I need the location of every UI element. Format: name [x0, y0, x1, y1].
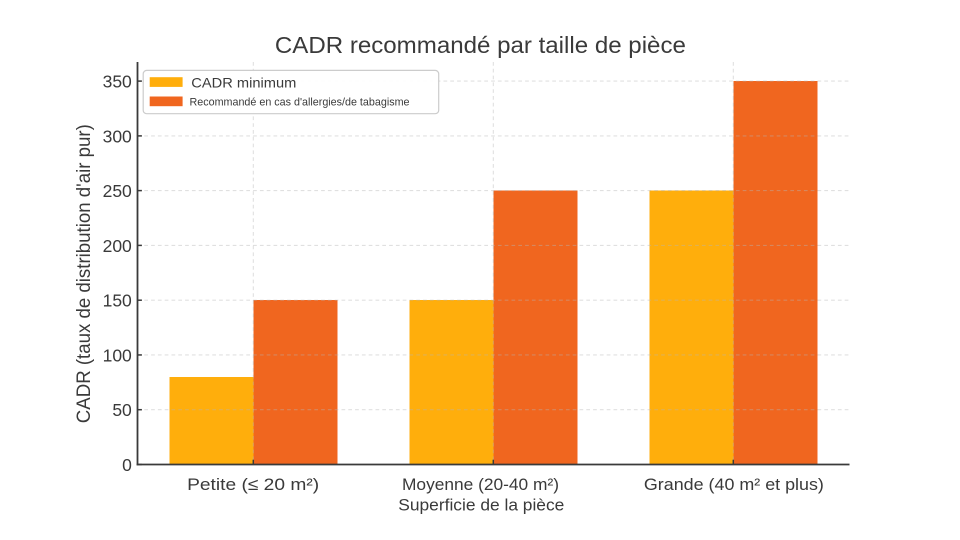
svg-text:CADR recommandé par taille de: CADR recommandé par taille de pièce — [275, 32, 686, 58]
svg-text:Superficie de la pièce: Superficie de la pièce — [398, 496, 564, 515]
svg-text:Grande (40 m² et plus): Grande (40 m² et plus) — [644, 475, 824, 494]
svg-text:200: 200 — [103, 236, 132, 256]
svg-text:250: 250 — [103, 181, 132, 201]
svg-text:CADR minimum: CADR minimum — [191, 74, 296, 90]
svg-text:100: 100 — [103, 345, 132, 365]
svg-text:Petite (≤ 20 m²): Petite (≤ 20 m²) — [187, 475, 319, 494]
svg-text:Recommandé en cas d'allergies/: Recommandé en cas d'allergies/de tabagis… — [190, 96, 410, 108]
svg-text:350: 350 — [103, 72, 132, 92]
svg-text:300: 300 — [103, 126, 132, 146]
svg-text:150: 150 — [103, 291, 132, 311]
svg-text:50: 50 — [112, 400, 132, 420]
svg-text:Moyenne (20-40 m²): Moyenne (20-40 m²) — [402, 475, 559, 494]
svg-text:0: 0 — [122, 455, 132, 475]
svg-text:CADR (taux de distribution d'a: CADR (taux de distribution d'air pur) — [74, 124, 95, 423]
